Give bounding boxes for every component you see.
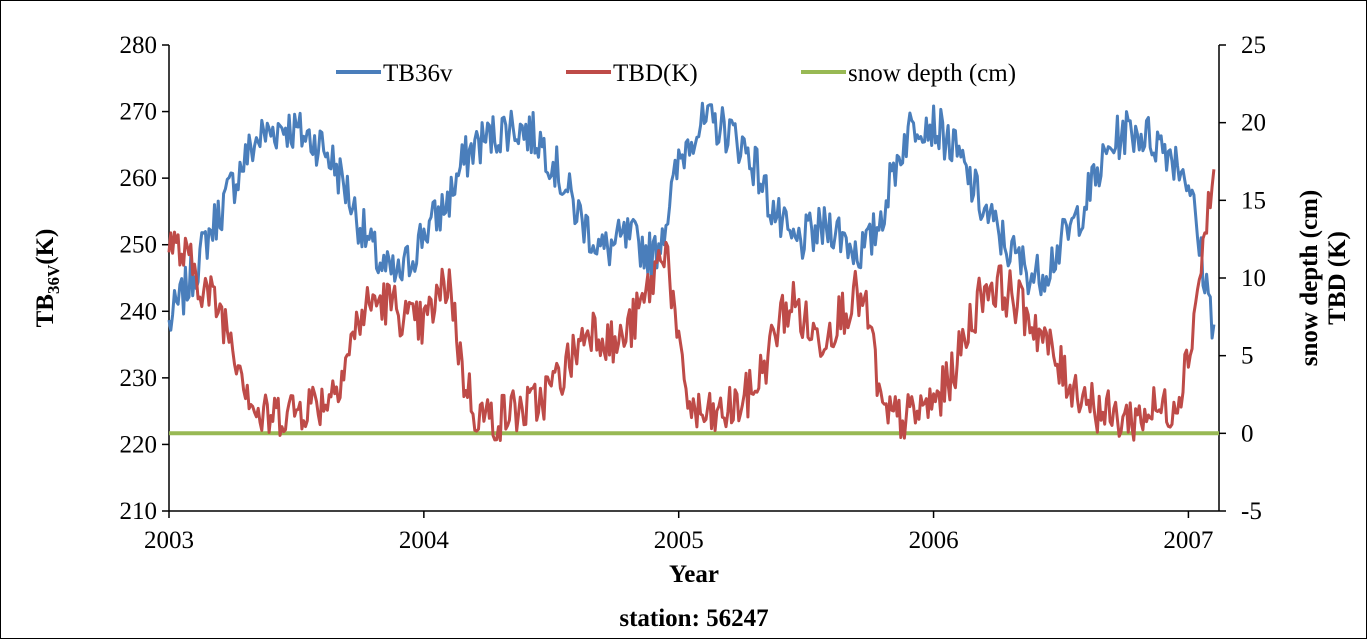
x-tick-label: 2005 — [654, 527, 704, 554]
y-left-tick-label: 250 — [120, 232, 158, 259]
legend-label-tb36v: TB36v — [383, 60, 453, 87]
y-right-tick-label: 15 — [1241, 187, 1266, 214]
legend-label-tbd: TBD(K) — [613, 60, 698, 87]
y-right-tick-label: 20 — [1241, 110, 1266, 137]
plot-area — [169, 45, 1219, 511]
y-left-ticks: 210 220 230 240 250 260 270 280 — [120, 32, 169, 525]
y-left-tick-label: 280 — [120, 32, 158, 59]
y-left-tick-label: 230 — [120, 365, 158, 392]
y-right-ticks: -5 0 5 10 15 20 25 — [1219, 32, 1266, 525]
legend-label-snow-depth: snow depth (cm) — [848, 60, 1016, 87]
y-left-tick-label: 210 — [120, 498, 158, 525]
series-layer — [167, 101, 1219, 442]
series-line-tbd-k — [167, 169, 1216, 442]
x-tick-label: 2007 — [1163, 527, 1213, 554]
y-right-tick-label: 0 — [1241, 420, 1254, 447]
y-axis-left-title-subscript: 36V — [44, 264, 63, 294]
y-right-tick-label: -5 — [1241, 498, 1262, 525]
y-left-tick-label: 260 — [120, 165, 158, 192]
y-right-tick-label: 10 — [1241, 265, 1266, 292]
y-axis-right-title-line2: TBD (K) — [1324, 231, 1351, 325]
y-left-tick-label: 240 — [120, 298, 158, 325]
x-ticks: 2003 2004 2005 2006 2007 — [144, 511, 1213, 554]
y-right-tick-label: 25 — [1241, 32, 1266, 59]
x-axis-title: Year — [669, 561, 719, 588]
y-axis-left-title: TB36V(K) — [32, 229, 63, 328]
y-left-tick-label: 220 — [120, 431, 158, 458]
station-caption: station: 56247 — [619, 605, 768, 632]
x-tick-label: 2006 — [909, 527, 959, 554]
y-left-tick-label: 270 — [120, 99, 158, 126]
x-tick-label: 2003 — [144, 527, 194, 554]
legend: TB36v TBD(K) snow depth (cm) — [336, 60, 1016, 87]
series-line-tb36v — [167, 101, 1216, 340]
x-tick-label: 2004 — [399, 527, 450, 554]
y-axis-right-title-line1: snow depth (cm) — [1296, 190, 1323, 366]
y-right-tick-label: 5 — [1241, 343, 1254, 370]
